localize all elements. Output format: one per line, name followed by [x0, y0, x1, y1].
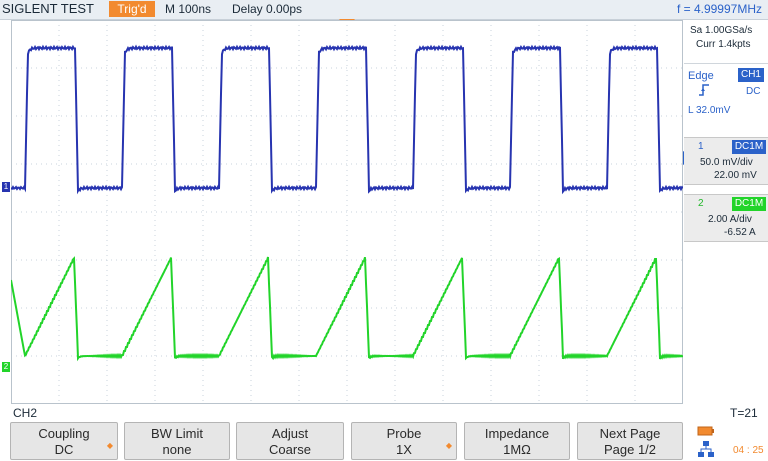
ch2-offset: -6.52 A [724, 227, 756, 238]
ch1-settings-panel[interactable]: 1 DC1M 50.0 mV/div 22.00 mV [684, 137, 768, 185]
ch2-number: 2 [698, 198, 704, 209]
adjust-menu-value: Coarse [269, 442, 311, 457]
probe-menu-value: 1X [396, 442, 412, 457]
rising-edge-icon [699, 84, 709, 96]
next-page-menu-title: Next Page [599, 426, 661, 441]
adjust-menu-button[interactable]: Adjust Coarse [236, 422, 344, 460]
ch1-scale: 50.0 mV/div [700, 157, 753, 168]
network-icon [698, 441, 714, 457]
battery-icon [697, 426, 714, 436]
next-page-menu-value: Page 1/2 [603, 442, 657, 457]
ch2-waveform [11, 256, 683, 362]
timebase-readout[interactable]: M 100ns [165, 2, 212, 16]
ch2-settings-panel[interactable]: 2 DC1M 2.00 A/div -6.52 A [684, 194, 768, 242]
waveform-display[interactable] [11, 20, 683, 404]
trigger-state-badge[interactable]: Trig'd [109, 1, 155, 17]
active-channel-label: CH2 [13, 406, 38, 420]
menu-arrow-icon: ◆ [445, 441, 452, 450]
trigger-coupling: DC [746, 86, 761, 97]
sample-rate: Sa 1.00GSa/s [690, 25, 753, 36]
bw-limit-menu-value: none [162, 442, 192, 457]
impedance-menu-title: Impedance [484, 426, 550, 441]
ch2-ground-marker[interactable]: 2 [2, 362, 10, 372]
ch1-number: 1 [698, 141, 704, 152]
memory-depth: Curr 1.4kpts [696, 39, 751, 50]
clock-readout: 04 : 25 [733, 445, 764, 456]
trigger-panel[interactable]: Edge CH1 DC L 32.0mV [684, 63, 768, 130]
trigger-level: L 32.0mV [688, 105, 731, 116]
ch2-coupling-badge: DC1M [732, 197, 766, 211]
bw-limit-menu-title: BW Limit [151, 426, 203, 441]
status-bar: SIGLENT TEST Trig'd M 100ns Delay 0.00ps… [0, 0, 768, 20]
graticule-grid [11, 20, 683, 404]
ch1-ground-marker[interactable]: 1 [2, 182, 10, 192]
ch1-coupling-badge: DC1M [732, 140, 766, 154]
frequency-readout: f = 4.99997MHz [676, 2, 762, 16]
ch2-scale: 2.00 A/div [708, 214, 752, 225]
menu-arrow-icon: ◆ [106, 441, 113, 450]
coupling-menu-value: DC [54, 442, 74, 457]
t-value-readout: T=21 [730, 406, 758, 420]
probe-menu-title: Probe [386, 426, 422, 441]
brand-title: SIGLENT TEST [2, 1, 94, 16]
trigger-type: Edge [688, 70, 714, 82]
ch1-waveform [11, 44, 683, 195]
delay-readout[interactable]: Delay 0.00ps [232, 2, 303, 16]
impedance-menu-button[interactable]: Impedance 1MΩ [464, 422, 570, 460]
trigger-source-badge: CH1 [738, 68, 764, 82]
impedance-menu-value: 1MΩ [503, 442, 531, 457]
adjust-menu-title: Adjust [271, 426, 309, 441]
bw-limit-menu-button[interactable]: BW Limit none [124, 422, 230, 460]
coupling-menu-title: Coupling [38, 426, 90, 441]
next-page-menu-button[interactable]: Next Page Page 1/2 [577, 422, 683, 460]
acquisition-panel[interactable]: Sa 1.00GSa/s Curr 1.4kpts [684, 20, 768, 62]
ch1-offset: 22.00 mV [714, 170, 757, 181]
coupling-menu-button[interactable]: Coupling DC ◆ [10, 422, 118, 460]
probe-menu-button[interactable]: Probe 1X ◆ [351, 422, 457, 460]
